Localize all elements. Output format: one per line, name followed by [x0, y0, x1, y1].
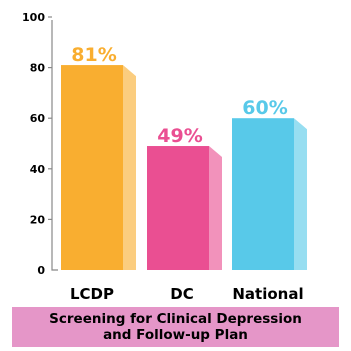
- caption-line-2: and Follow-up Plan: [103, 327, 248, 343]
- bar-side-dc: [209, 146, 222, 270]
- y-axis-line: [51, 20, 58, 271]
- category-label-national: National: [232, 285, 303, 303]
- y-tick-label: 40: [30, 163, 46, 176]
- bar-lcdp: [61, 65, 123, 270]
- y-tick-label: 20: [30, 213, 46, 226]
- value-label-national: 60%: [242, 97, 287, 119]
- y-tick-label: 80: [30, 62, 46, 75]
- y-tick-label: 100: [22, 11, 45, 24]
- caption-line-1: Screening for Clinical Depression: [49, 311, 302, 327]
- bar-dc: [147, 146, 209, 270]
- value-label-dc: 49%: [157, 125, 202, 147]
- bar-side-national: [294, 118, 307, 270]
- category-label-lcdp: LCDP: [70, 285, 114, 303]
- y-tick-label: 60: [30, 112, 46, 125]
- y-tick-label: 0: [37, 264, 45, 277]
- bar-side-lcdp: [123, 65, 136, 270]
- category-label-dc: DC: [170, 285, 193, 303]
- chart-caption: Screening for Clinical Depression and Fo…: [12, 307, 339, 347]
- bar-national: [232, 118, 294, 270]
- value-label-lcdp: 81%: [71, 44, 116, 66]
